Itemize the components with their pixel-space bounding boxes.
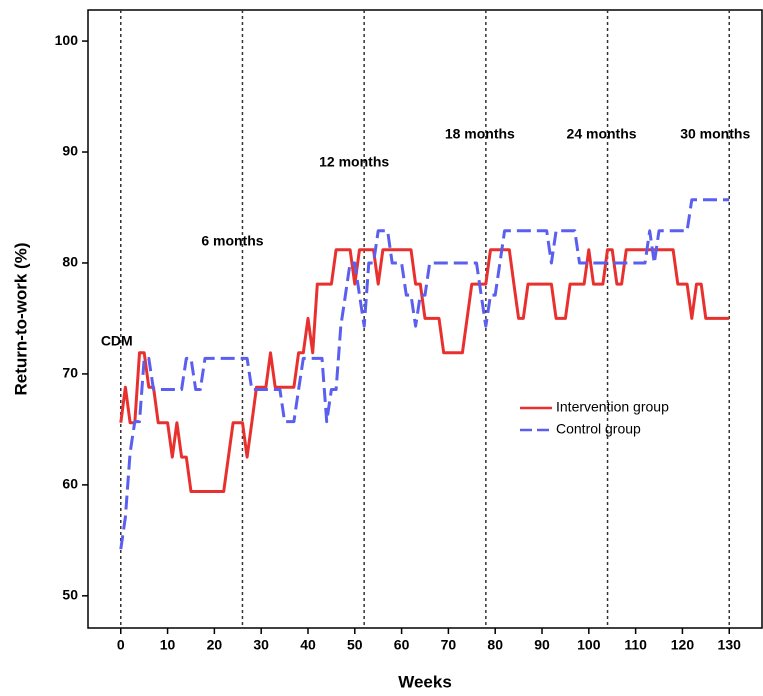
x-tick-label: 50 xyxy=(347,637,363,653)
series-line xyxy=(119,198,730,550)
x-tick-label: 80 xyxy=(487,637,503,653)
x-tick-label: 40 xyxy=(300,637,316,653)
y-tick-label: 50 xyxy=(62,587,78,603)
annotation-label: 24 months xyxy=(567,126,637,142)
y-tick-label: 70 xyxy=(62,365,78,381)
x-tick-label: 0 xyxy=(117,637,125,653)
x-tick-label: 60 xyxy=(394,637,410,653)
y-axis-title: Return-to-work (%) xyxy=(11,243,30,396)
annotation-label: 18 months xyxy=(445,126,515,142)
x-tick-label: 30 xyxy=(253,637,269,653)
x-tick-label: 120 xyxy=(671,637,695,653)
x-axis-title: Weeks xyxy=(398,672,452,691)
annotation-label: CDM xyxy=(101,333,133,349)
plot-frame xyxy=(87,9,763,629)
annotation-label: 6 months xyxy=(201,233,263,249)
y-tick-label: 90 xyxy=(62,143,78,159)
y-tick-label: 60 xyxy=(62,476,78,492)
y-tick-label: 100 xyxy=(55,32,79,48)
legend-label: Intervention group xyxy=(556,399,669,415)
x-tick-label: 20 xyxy=(207,637,223,653)
x-tick-label: 100 xyxy=(577,637,601,653)
x-tick-label: 110 xyxy=(624,637,647,653)
y-tick-label: 80 xyxy=(62,254,78,270)
legend-label: Control group xyxy=(556,421,641,437)
x-tick-label: 130 xyxy=(718,637,742,653)
annotation-label: 30 months xyxy=(680,126,750,142)
series-line xyxy=(119,248,730,493)
annotation-label: 12 months xyxy=(319,154,389,170)
x-tick-label: 10 xyxy=(160,637,176,653)
x-tick-label: 70 xyxy=(441,637,457,653)
x-tick-label: 90 xyxy=(534,637,550,653)
